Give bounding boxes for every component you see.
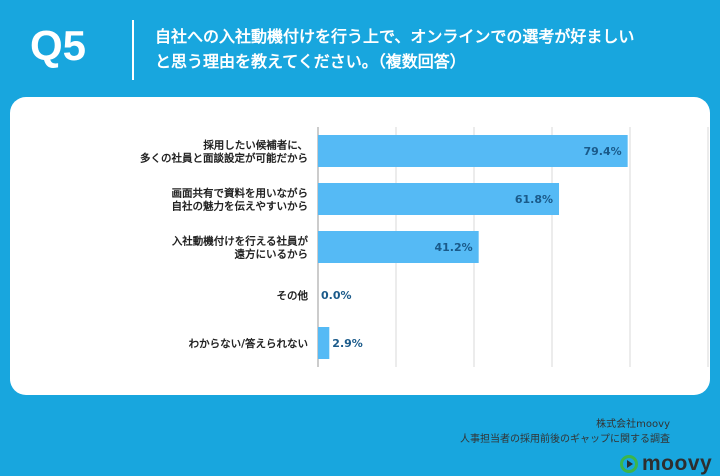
data-label: 2.9% [332,337,363,350]
play-circle-icon [620,455,638,473]
header: Q5 自社への入社動機付けを行う上で、オンラインでの選考が好ましい と思う理由を… [0,0,720,100]
question-number: Q5 [30,22,87,69]
data-label: 79.4% [583,145,621,158]
category-label: わからない/答えられない [189,337,308,350]
question-line-1: 自社への入社動機付けを行う上で、オンラインでの選考が好ましい [155,27,635,46]
brand-name: moovy [642,452,713,475]
bar [318,231,479,263]
question-line-2: と思う理由を教えてください。（複数回答） [155,52,466,71]
header-divider [132,20,134,80]
chart-card: 79.4% 採用したい候補者に、 多くの社員と面談設定が可能だから 61.8% 画面共有… [10,97,712,475]
category-label: 自社の魅力を伝えやすいから [172,200,309,213]
question-text: 自社への入社動機付けを行う上で、オンラインでの選考が好ましい と思う理由を教えて… [155,24,700,74]
bar [318,327,330,359]
category-label: 画面共有で資料を用いながら [172,187,309,200]
bar-chart: 79.4% 採用したい候補者に、多くの社員と面談設定が可能だから 61.8% 画面共有… [140,127,709,367]
category-label: 入社動機付けを行える社員が [172,235,309,248]
data-label: 41.2% [435,241,473,254]
category-label: 遠方にいるから [235,248,309,261]
bar [318,183,560,215]
category-label: 多くの社員と面談設定が可能だから [140,152,308,165]
category-label: 採用したい候補者に、 [203,139,308,152]
category-label: その他 [277,289,309,302]
source-company: 株式会社moovy [596,419,670,430]
source-survey: 人事担当者の採用前後のギャップに関する調査 [460,434,670,445]
data-label: 0.0% [321,289,352,302]
data-label: 61.8% [515,193,553,206]
bar [318,135,628,167]
source-note: 株式会社moovy 人事担当者の採用前後のギャップに関する調査 [460,417,670,447]
brand-logo: moovy [620,452,712,476]
